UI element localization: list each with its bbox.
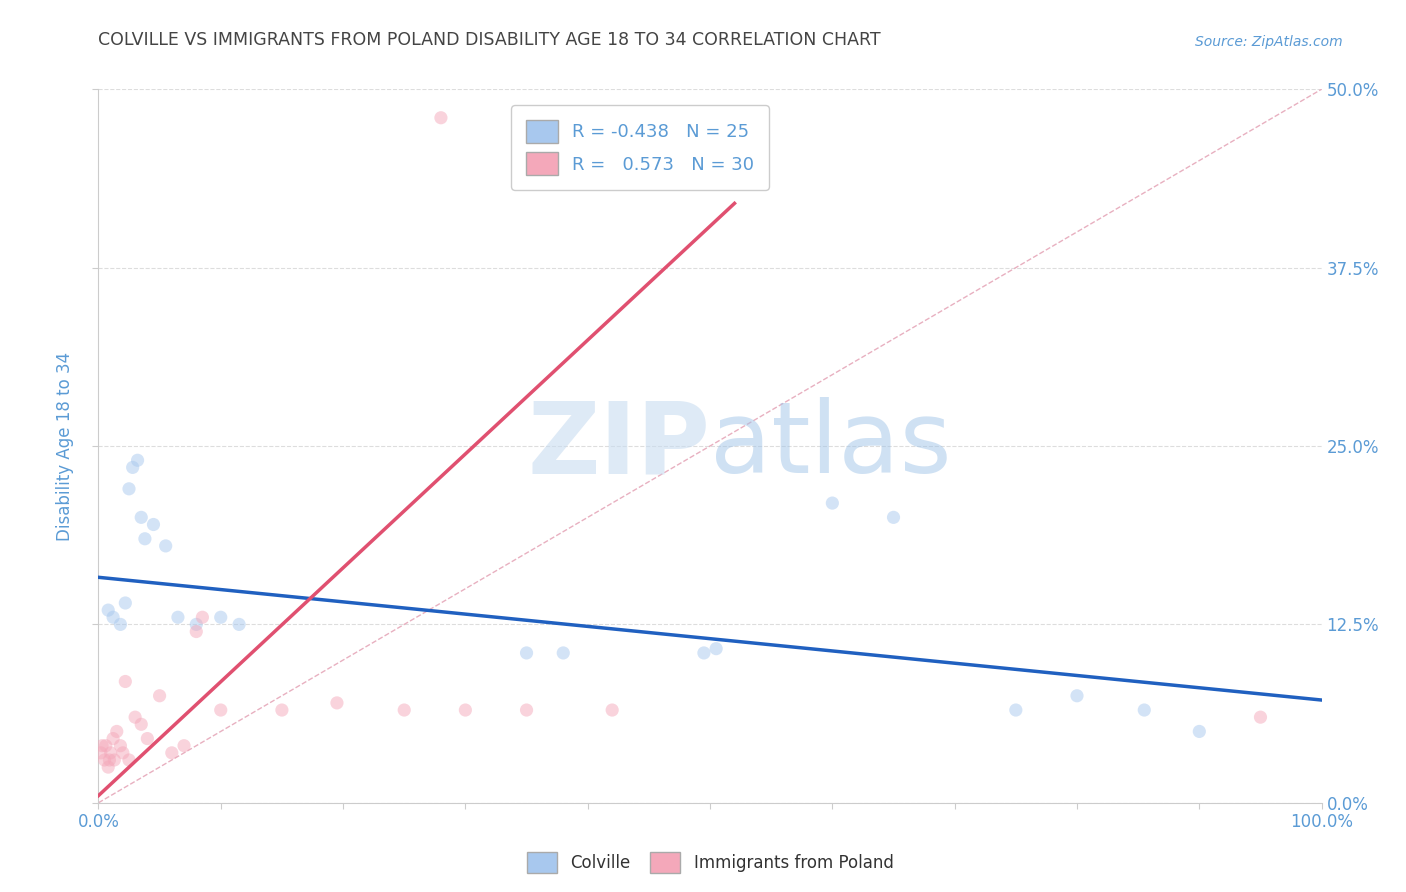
Point [100,746,122,760]
Point [228,617,250,632]
Point [1249,710,1271,724]
Point [129,510,152,524]
Point [454,703,477,717]
Point [553,646,575,660]
Point [101,731,124,746]
Point [149,689,172,703]
Point [186,624,208,639]
Point [110,739,132,753]
Text: Source: ZipAtlas.com: Source: ZipAtlas.com [1195,35,1343,49]
Point [173,739,195,753]
Point [127,453,149,467]
Legend: Colville, Immigrants from Poland: Colville, Immigrants from Poland [520,846,900,880]
Point [118,482,141,496]
Point [1066,689,1088,703]
Point [392,703,416,717]
Point [693,646,716,660]
Point [821,496,844,510]
Point [326,696,349,710]
Point [209,610,232,624]
Point [124,710,146,724]
Point [515,646,537,660]
Point [114,674,136,689]
Point [111,746,134,760]
Point [155,539,177,553]
Text: COLVILLE VS IMMIGRANTS FROM POLAND DISABILITY AGE 18 TO 34 CORRELATION CHART: COLVILLE VS IMMIGRANTS FROM POLAND DISAB… [98,31,882,49]
Point [94,739,117,753]
Point [91,739,114,753]
Point [430,111,453,125]
Point [191,610,214,624]
Point [1188,724,1211,739]
Y-axis label: Disability Age 18 to 34: Disability Age 18 to 34 [56,351,75,541]
Point [97,603,120,617]
Point [101,610,124,624]
Point [110,617,132,632]
Point [118,753,141,767]
Point [98,753,121,767]
Point [160,746,183,760]
Text: atlas: atlas [710,398,952,494]
Point [93,753,115,767]
Point [105,724,128,739]
Point [600,703,623,717]
Point [704,641,727,656]
Point [90,746,112,760]
Point [1004,703,1026,717]
Point [129,717,152,731]
Point [134,532,156,546]
Point [136,731,159,746]
Point [209,703,232,717]
Point [121,460,143,475]
Point [97,760,120,774]
Point [883,510,905,524]
Point [515,703,537,717]
Point [1133,703,1156,717]
Text: ZIP: ZIP [527,398,710,494]
Point [167,610,190,624]
Point [103,753,125,767]
Point [142,517,165,532]
Point [270,703,294,717]
Point [186,617,208,632]
Point [114,596,136,610]
